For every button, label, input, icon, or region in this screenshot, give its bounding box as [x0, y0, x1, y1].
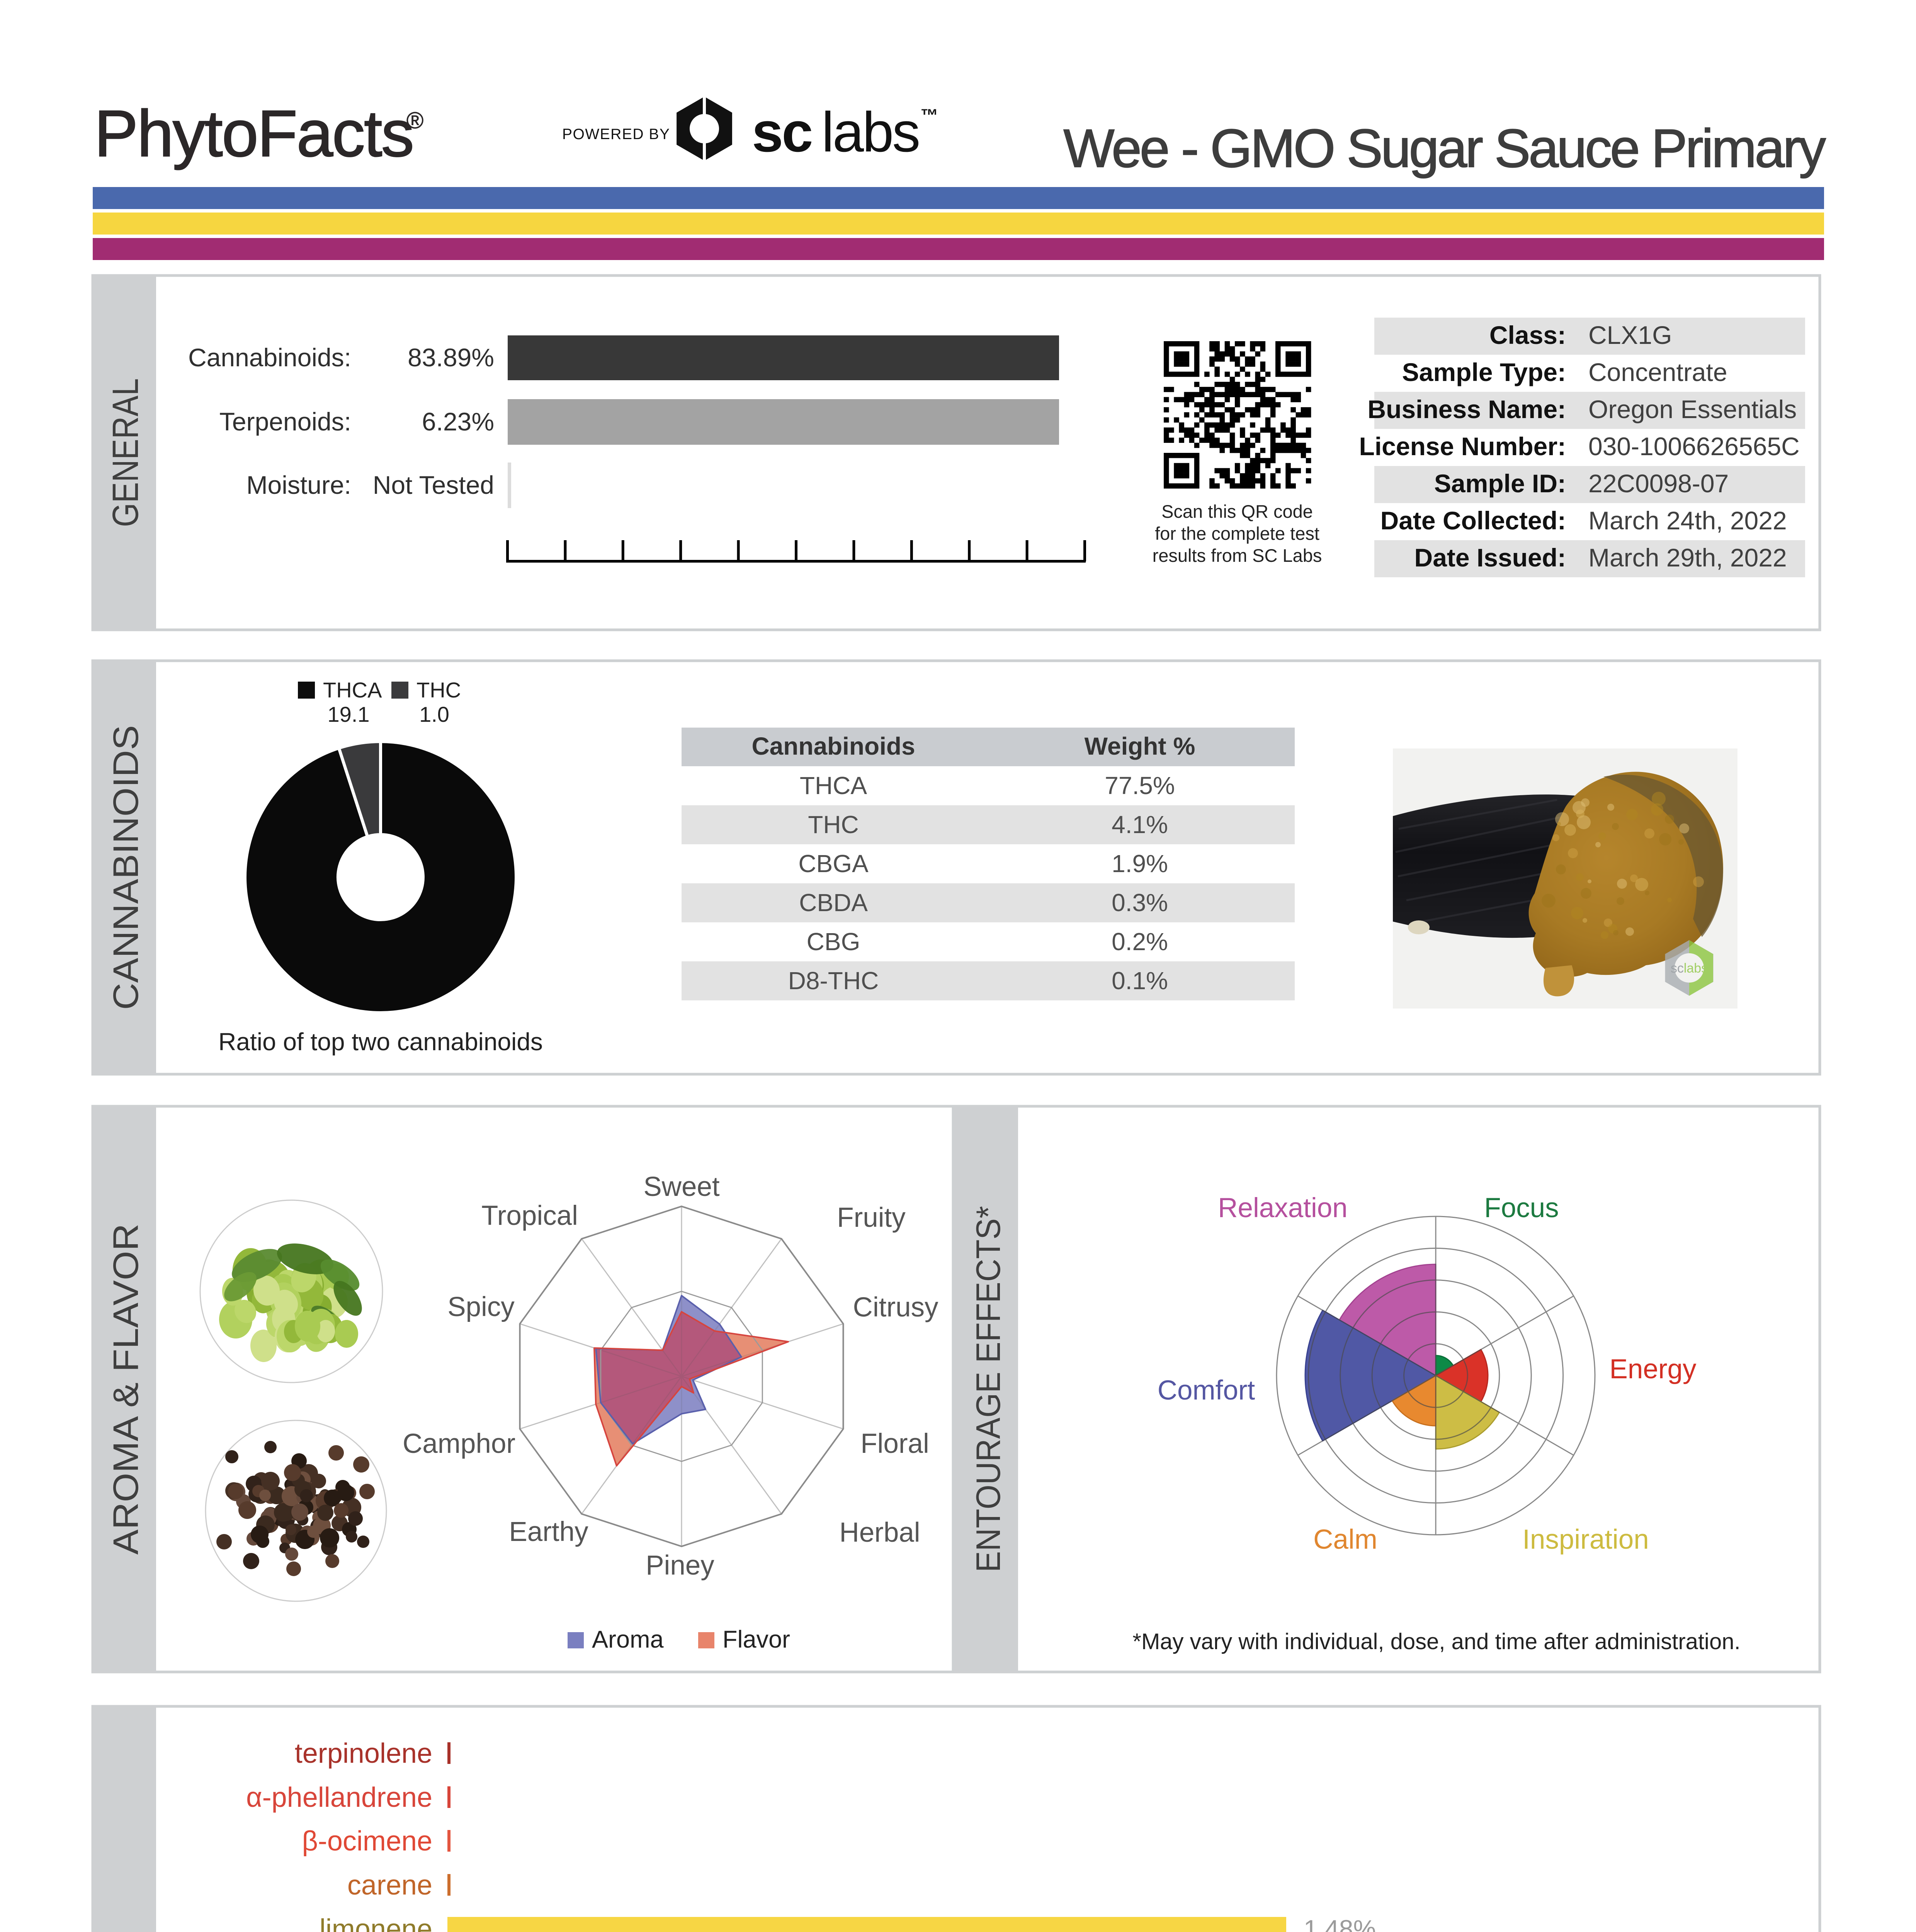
svg-text:Cannabinoids: Cannabinoids [751, 732, 915, 760]
svg-text:Wee - GMO Sugar Sauce Primary: Wee - GMO Sugar Sauce Primary [1063, 118, 1826, 179]
svg-text:*May vary with individual, dos: *May vary with individual, dose, and tim… [1132, 1629, 1740, 1654]
svg-text:Aroma: Aroma [592, 1626, 664, 1653]
svg-text:limonene: limonene [320, 1914, 432, 1932]
svg-text:results from SC Labs: results from SC Labs [1153, 545, 1322, 566]
svg-text:Concentrate: Concentrate [1588, 358, 1727, 386]
svg-text:Business Name:: Business Name: [1367, 395, 1566, 423]
svg-text:0.1%: 0.1% [1112, 967, 1168, 995]
svg-text:CBGA: CBGA [798, 850, 869, 878]
svg-text:Relaxation: Relaxation [1218, 1193, 1347, 1223]
svg-text:POWERED BY: POWERED BY [562, 126, 670, 143]
svg-text:Herbal: Herbal [839, 1517, 920, 1548]
svg-text:Not Tested: Not Tested [373, 471, 494, 499]
svg-text:Tropical: Tropical [481, 1201, 578, 1231]
svg-text:CANNABINOIDS: CANNABINOIDS [106, 725, 146, 1010]
svg-text:β-ocimene: β-ocimene [302, 1826, 432, 1857]
svg-text:Date Collected:: Date Collected: [1380, 506, 1566, 535]
svg-text:Camphor: Camphor [403, 1429, 515, 1459]
svg-text:Citrusy: Citrusy [853, 1292, 938, 1323]
svg-text:Oregon Essentials: Oregon Essentials [1588, 395, 1797, 423]
svg-text:Sample ID:: Sample ID: [1434, 469, 1566, 498]
svg-text:®: ® [406, 107, 423, 133]
svg-text:Scan this QR code: Scan this QR code [1161, 501, 1313, 522]
svg-text:Earthy: Earthy [509, 1517, 588, 1547]
svg-text:terpinolene: terpinolene [295, 1738, 432, 1769]
svg-text:Class:: Class: [1489, 321, 1566, 349]
svg-text:83.89%: 83.89% [408, 343, 494, 372]
svg-text:1.0: 1.0 [419, 702, 449, 726]
svg-text:Comfort: Comfort [1158, 1375, 1255, 1406]
svg-text:Moisture:: Moisture: [247, 471, 351, 499]
svg-text:030-1006626565C: 030-1006626565C [1588, 432, 1800, 461]
svg-text:carene: carene [347, 1870, 432, 1901]
svg-text:CBG: CBG [807, 928, 860, 956]
svg-text:PhytoFacts: PhytoFacts [94, 97, 413, 170]
svg-text:Ratio of top two cannabinoids: Ratio of top two cannabinoids [218, 1028, 543, 1056]
svg-text:Inspiration: Inspiration [1522, 1524, 1649, 1555]
svg-text:CLX1G: CLX1G [1588, 321, 1672, 349]
svg-text:Spicy: Spicy [447, 1292, 515, 1322]
svg-text:22C0098-07: 22C0098-07 [1588, 469, 1729, 498]
svg-text:Floral: Floral [860, 1429, 929, 1459]
svg-text:Sweet: Sweet [643, 1172, 720, 1202]
svg-text:Terpenoids:: Terpenoids: [219, 407, 351, 436]
svg-text:Piney: Piney [646, 1550, 714, 1581]
svg-text:Weight %: Weight % [1085, 732, 1195, 760]
svg-text:77.5%: 77.5% [1105, 772, 1175, 799]
svg-text:6.23%: 6.23% [422, 407, 494, 436]
svg-text:CBDA: CBDA [799, 889, 868, 917]
svg-text:GENERAL: GENERAL [105, 378, 146, 527]
svg-text:Cannabinoids:: Cannabinoids: [188, 343, 351, 372]
svg-text:Date Issued:: Date Issued: [1414, 543, 1566, 572]
svg-text:Energy: Energy [1610, 1354, 1697, 1384]
svg-text:License Number:: License Number: [1359, 432, 1566, 461]
svg-text:Sample Type:: Sample Type: [1402, 358, 1566, 386]
svg-text:Calm: Calm [1313, 1524, 1377, 1555]
svg-text:Focus: Focus [1484, 1193, 1559, 1223]
svg-text:1.48%: 1.48% [1304, 1915, 1376, 1932]
svg-text:19.1: 19.1 [328, 702, 370, 726]
svg-text:0.3%: 0.3% [1112, 889, 1168, 917]
svg-text:0.2%: 0.2% [1112, 928, 1168, 956]
svg-text:THC: THC [808, 811, 859, 838]
svg-text:AROMA & FLAVOR: AROMA & FLAVOR [106, 1224, 146, 1555]
svg-text:D8-THC: D8-THC [788, 967, 879, 995]
svg-text:THCA: THCA [800, 772, 867, 799]
svg-text:α-phellandrene: α-phellandrene [246, 1782, 432, 1813]
svg-text:Flavor: Flavor [723, 1626, 790, 1653]
svg-text:THC: THC [417, 678, 461, 702]
svg-text:March 29th, 2022: March 29th, 2022 [1588, 543, 1787, 572]
svg-text:1.9%: 1.9% [1112, 850, 1168, 878]
svg-text:THCA: THCA [323, 678, 382, 702]
svg-text:Fruity: Fruity [837, 1202, 906, 1233]
svg-text:March 24th, 2022: March 24th, 2022 [1588, 506, 1787, 535]
svg-text:ENTOURAGE EFFECTS*: ENTOURAGE EFFECTS* [969, 1206, 1007, 1572]
svg-text:sclabs: sclabs [1671, 961, 1708, 976]
svg-text:for the complete test: for the complete test [1155, 523, 1319, 544]
svg-text:4.1%: 4.1% [1112, 811, 1168, 838]
